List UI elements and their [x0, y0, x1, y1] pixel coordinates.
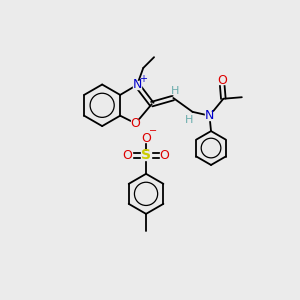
Text: O: O [130, 117, 140, 130]
Bar [123, 152, 132, 159]
Text: O: O [123, 149, 133, 162]
Bar [160, 152, 169, 159]
Text: O: O [141, 132, 151, 145]
Text: H: H [171, 86, 179, 96]
Bar [142, 135, 150, 142]
Text: N: N [205, 109, 214, 122]
Bar [218, 76, 226, 84]
Text: N: N [132, 78, 142, 92]
Bar [133, 81, 141, 89]
Bar [205, 112, 214, 119]
Text: −: − [149, 127, 157, 136]
Bar [185, 116, 192, 123]
Text: O: O [217, 74, 227, 87]
Text: H: H [184, 115, 193, 124]
Bar [171, 88, 178, 94]
Text: O: O [160, 149, 170, 162]
Bar [131, 119, 140, 127]
Text: +: + [139, 74, 147, 84]
Bar [141, 151, 151, 160]
Text: S: S [141, 148, 151, 162]
